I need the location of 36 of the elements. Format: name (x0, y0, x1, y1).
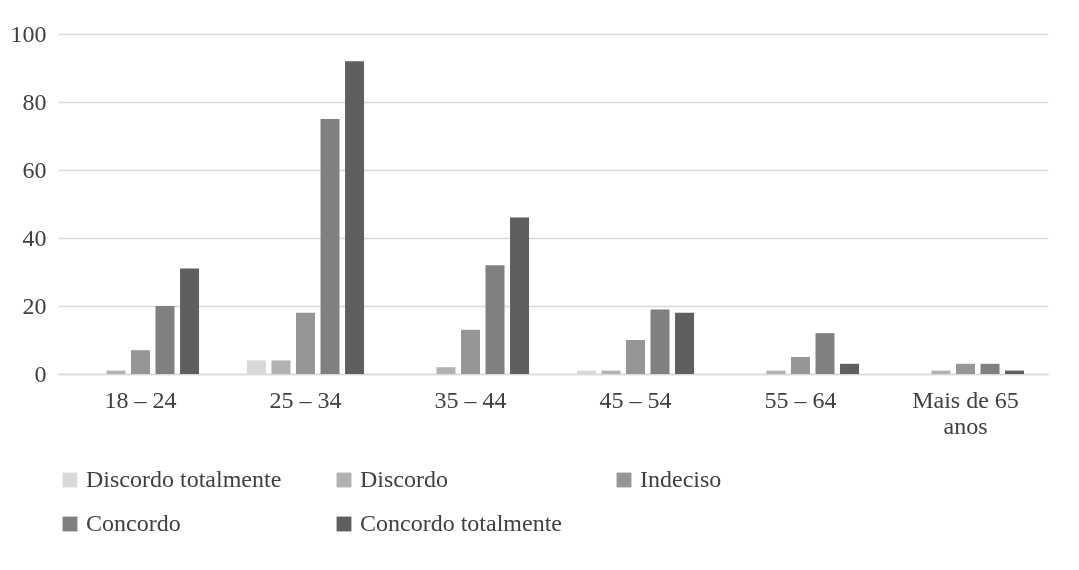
bar (675, 312, 695, 374)
y-tick-label: 100 (10, 20, 47, 47)
bar (791, 357, 810, 374)
bar (980, 363, 1000, 374)
x-tick-label: 18 – 24 (104, 386, 177, 413)
legend-label: Concordo (86, 510, 181, 536)
legend-label: Concordo totalmente (360, 510, 562, 536)
bar (840, 363, 860, 374)
legend-label: Discordo (360, 466, 448, 492)
bar (345, 61, 365, 374)
x-tick-label: 25 – 34 (269, 386, 342, 413)
bar (320, 119, 340, 374)
y-tick-label: 0 (34, 360, 47, 387)
bar (510, 217, 530, 374)
legend-label: Indeciso (640, 466, 722, 492)
bar (271, 360, 291, 374)
y-tick-label: 60 (22, 156, 47, 183)
bar (650, 309, 670, 374)
x-tick-label: 45 – 54 (599, 386, 672, 413)
y-tick-label: 80 (22, 88, 47, 115)
bar (461, 329, 480, 374)
bar (956, 363, 975, 374)
bar (485, 265, 505, 374)
x-tick-label: 35 – 44 (434, 386, 507, 413)
bar (626, 340, 645, 374)
bar (436, 367, 456, 374)
bar (155, 306, 175, 374)
x-tick-label: Mais de 65 anos (912, 386, 1019, 439)
bar (131, 350, 150, 374)
y-tick-label: 20 (22, 292, 47, 319)
x-tick-label: 55 – 64 (764, 386, 837, 413)
y-tick-label: 40 (22, 224, 47, 251)
bar (296, 312, 315, 374)
legend-label: Discordo totalmente (86, 466, 282, 492)
bar (180, 268, 200, 374)
bar (815, 333, 835, 374)
